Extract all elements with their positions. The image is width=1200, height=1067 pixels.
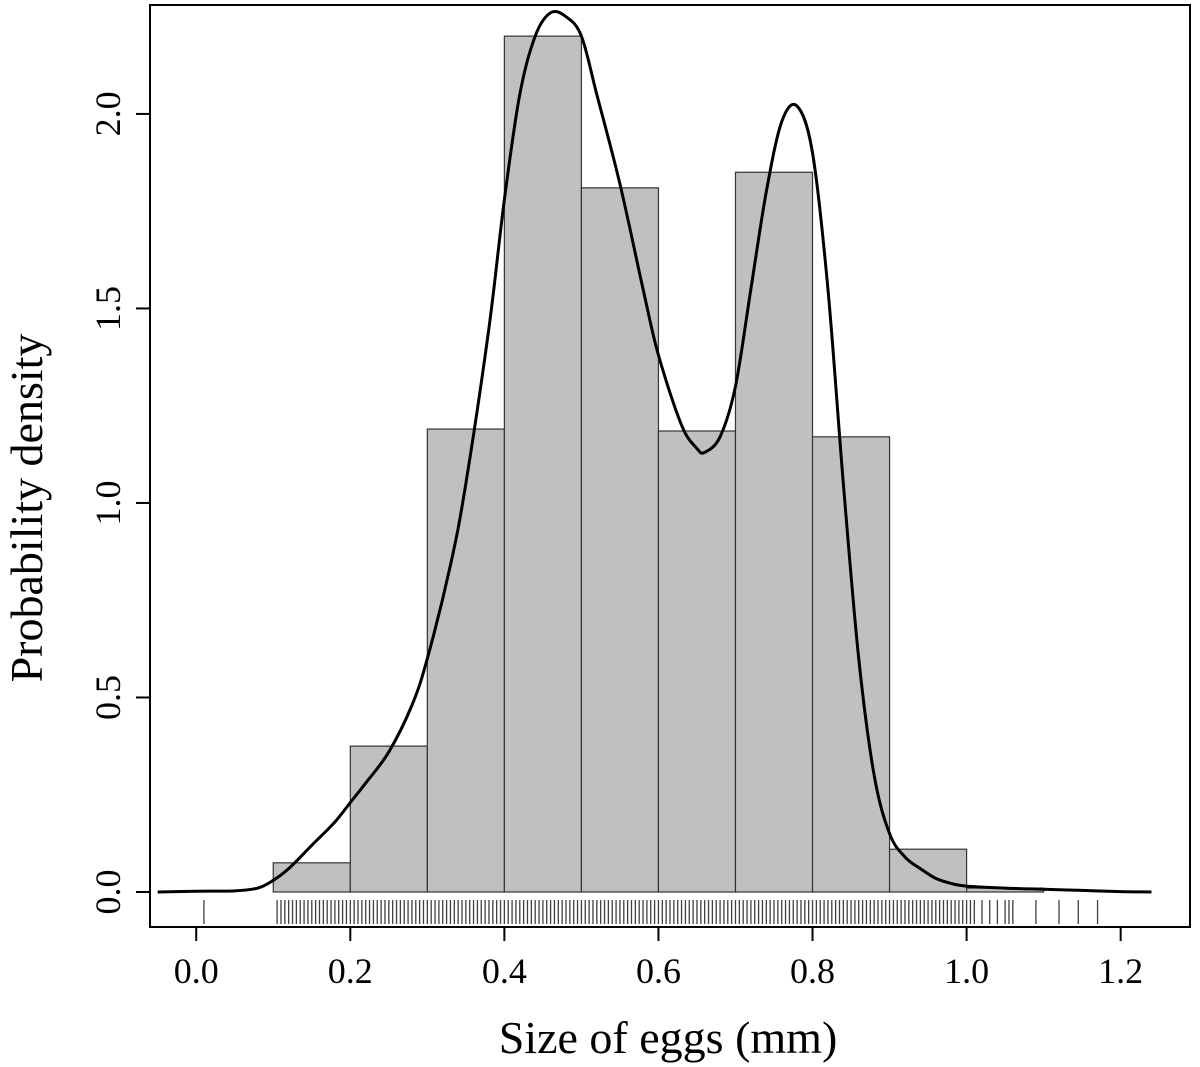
histogram-bar-6 bbox=[734, 171, 814, 893]
x-tick-label: 1.2 bbox=[1098, 951, 1143, 991]
histogram-bar-2 bbox=[426, 428, 505, 893]
x-tick-label: 0.0 bbox=[174, 951, 219, 991]
histogram-bar-5 bbox=[657, 430, 737, 893]
x-tick-label: 0.6 bbox=[636, 951, 681, 991]
histogram-bar-0 bbox=[272, 862, 351, 893]
y-tick-label: 2.0 bbox=[88, 91, 128, 136]
y-tick-label: 0.0 bbox=[88, 869, 128, 914]
plot-frame bbox=[149, 4, 1191, 928]
rug-ticks bbox=[203, 899, 1099, 924]
x-tick-label: 1.0 bbox=[944, 951, 989, 991]
x-tick-label: 0.4 bbox=[482, 951, 527, 991]
histogram-bar-1 bbox=[349, 745, 428, 893]
y-tick-label: 0.5 bbox=[88, 675, 128, 720]
x-axis-title: Size of eggs (mm) bbox=[499, 1012, 838, 1063]
y-tick-label: 1.0 bbox=[88, 480, 128, 525]
histogram-bar-4 bbox=[580, 187, 660, 893]
histogram-bar-3 bbox=[503, 35, 583, 893]
histogram-bar-7 bbox=[811, 436, 891, 893]
histogram-bars bbox=[272, 35, 1045, 893]
y-axis-title: Probability density bbox=[1, 334, 52, 683]
x-axis: 0.0 0.2 0.4 0.6 0.8 1.0 1.2 bbox=[174, 927, 1143, 991]
density-curve bbox=[157, 9, 1152, 894]
y-axis: 0.0 0.5 1.0 1.5 2.0 bbox=[88, 91, 150, 914]
x-tick-label: 0.8 bbox=[790, 951, 835, 991]
x-tick-label: 0.2 bbox=[328, 951, 373, 991]
y-tick-label: 1.5 bbox=[88, 286, 128, 331]
